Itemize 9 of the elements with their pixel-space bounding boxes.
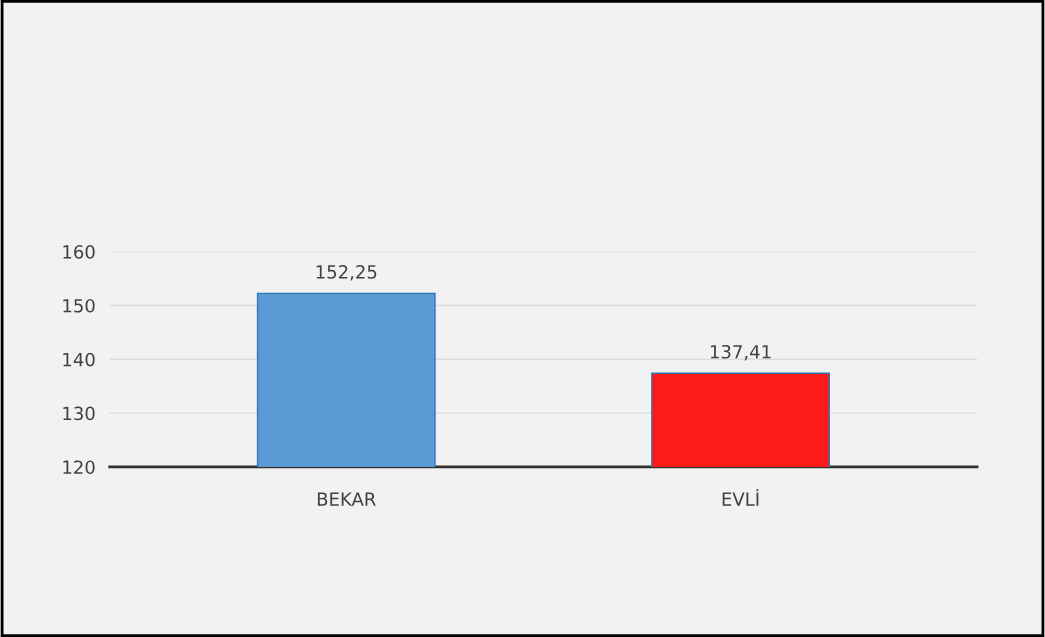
- y-tick-label: 120: [63, 460, 95, 475]
- data-label: 152,25: [316, 265, 377, 281]
- x-tick-label: BEKAR: [317, 492, 376, 506]
- y-tick-label: 150: [63, 298, 95, 313]
- y-tick-label: 140: [63, 352, 95, 367]
- data-label: 137,41: [710, 344, 771, 361]
- x-tick-label: EVLİ: [722, 489, 759, 506]
- y-tick-label: 130: [63, 406, 95, 421]
- y-tick-label: 160: [63, 245, 95, 259]
